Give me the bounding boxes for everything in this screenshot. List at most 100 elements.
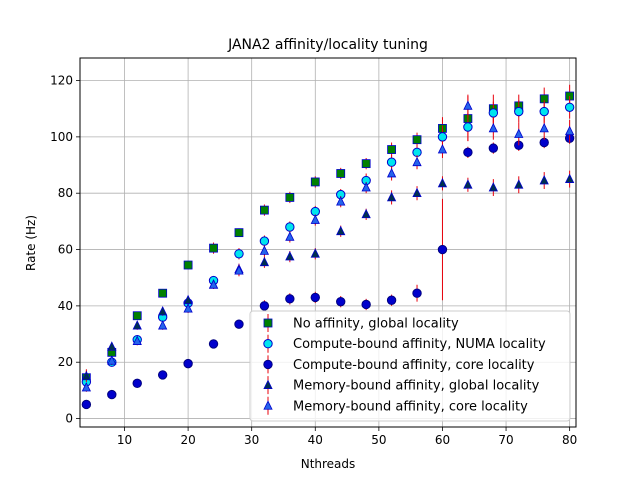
data-point — [336, 225, 346, 236]
data-point — [234, 249, 244, 259]
data-point — [539, 106, 549, 117]
data-point — [107, 355, 117, 365]
legend-label: Compute-bound affinity, core locality — [293, 358, 535, 373]
data-point — [81, 382, 92, 392]
data-point — [361, 299, 371, 310]
data-point — [437, 177, 448, 188]
data-point — [234, 319, 244, 329]
x-tick-label: 40 — [308, 433, 323, 447]
y-tick-label: 20 — [58, 355, 73, 369]
data-point — [564, 173, 575, 183]
legend-entry: Memory-bound affinity, global locality — [263, 376, 540, 395]
x-tick-label: 50 — [371, 433, 386, 447]
legend-entry: Memory-bound affinity, core locality — [263, 396, 528, 415]
legend-entry: Compute-bound affinity, NUMA locality — [263, 334, 546, 353]
data-point — [209, 243, 218, 253]
data-point — [285, 193, 295, 202]
data-point — [539, 122, 549, 133]
legend-label: No affinity, global locality — [293, 317, 459, 332]
data-point — [437, 244, 448, 255]
plot-frame — [79, 57, 577, 428]
data-point — [386, 191, 397, 202]
data-point — [310, 177, 320, 187]
data-point — [412, 156, 422, 167]
data-point — [437, 132, 448, 142]
data-point — [107, 341, 117, 351]
data-point — [564, 125, 575, 136]
data-point — [336, 196, 346, 206]
data-point — [234, 265, 244, 275]
data-point — [260, 205, 269, 215]
data-point — [208, 279, 219, 289]
data-point — [514, 179, 524, 189]
data-point — [285, 222, 295, 232]
legend-marker — [263, 318, 273, 328]
data-point — [361, 159, 371, 169]
data-point — [132, 335, 142, 345]
y-tick-label: 120 — [50, 74, 73, 88]
legend-marker — [263, 400, 273, 410]
data-point — [463, 100, 473, 110]
data-point — [259, 256, 270, 267]
data-point — [386, 295, 397, 305]
legend-entry: Compute-bound affinity, core locality — [263, 355, 535, 374]
data-point — [158, 320, 168, 330]
data-point — [285, 231, 295, 241]
data-point — [539, 175, 549, 185]
x-tick-label: 30 — [244, 433, 259, 447]
legend-marker — [263, 359, 273, 370]
data-point — [81, 370, 92, 381]
data-point — [158, 288, 168, 298]
data-point — [183, 303, 193, 313]
data-point — [310, 292, 320, 303]
data-point — [336, 296, 346, 307]
data-point — [259, 301, 270, 311]
data-point — [386, 167, 397, 178]
legend-label: Memory-bound affinity, global locality — [293, 379, 540, 394]
data-point — [158, 306, 168, 316]
y-axis-label: Rate (Hz) — [24, 215, 38, 271]
data-point — [564, 102, 575, 112]
data-point — [488, 143, 499, 153]
data-point — [132, 311, 142, 321]
y-tick-label: 100 — [50, 130, 73, 144]
legend-label: Compute-bound affinity, NUMA locality — [293, 337, 546, 352]
y-tick-label: 40 — [58, 299, 73, 313]
data-point — [107, 389, 117, 400]
legend-label: Memory-bound affinity, core locality — [293, 399, 528, 414]
y-tick-label: 0 — [65, 412, 73, 426]
data-point — [310, 248, 320, 258]
x-tick-label: 80 — [562, 433, 577, 447]
ticks-layer: 10 20 30 40 50 60 70 80 0 20 40 60 80 100 120 — [50, 74, 577, 447]
data-point — [488, 182, 498, 192]
data-point — [81, 399, 92, 410]
data-point — [514, 128, 524, 138]
data-point — [208, 339, 219, 349]
data-point — [412, 288, 422, 298]
legend-marker — [263, 379, 273, 389]
data-point — [387, 145, 396, 154]
data-point — [488, 122, 498, 133]
x-tick-label: 70 — [498, 433, 513, 447]
x-tick-label: 60 — [435, 433, 450, 447]
series-layer — [81, 84, 575, 410]
data-point — [437, 144, 448, 154]
y-tick-label: 60 — [58, 243, 73, 257]
data-point — [157, 370, 168, 380]
data-point — [412, 187, 422, 198]
data-point — [361, 182, 371, 192]
data-point — [463, 147, 473, 158]
legend-marker — [263, 339, 273, 349]
data-point — [183, 358, 193, 369]
data-point — [259, 245, 270, 255]
y-tick-label: 80 — [58, 186, 73, 200]
chart-title: JANA2 affinity/locality tuning — [227, 37, 428, 53]
series-5 — [81, 94, 575, 392]
data-point — [259, 236, 270, 246]
legend: No affinity, global locality Compute-boun… — [249, 310, 571, 422]
data-point — [132, 378, 142, 389]
data-point — [285, 294, 295, 304]
legend-frame — [249, 310, 571, 422]
